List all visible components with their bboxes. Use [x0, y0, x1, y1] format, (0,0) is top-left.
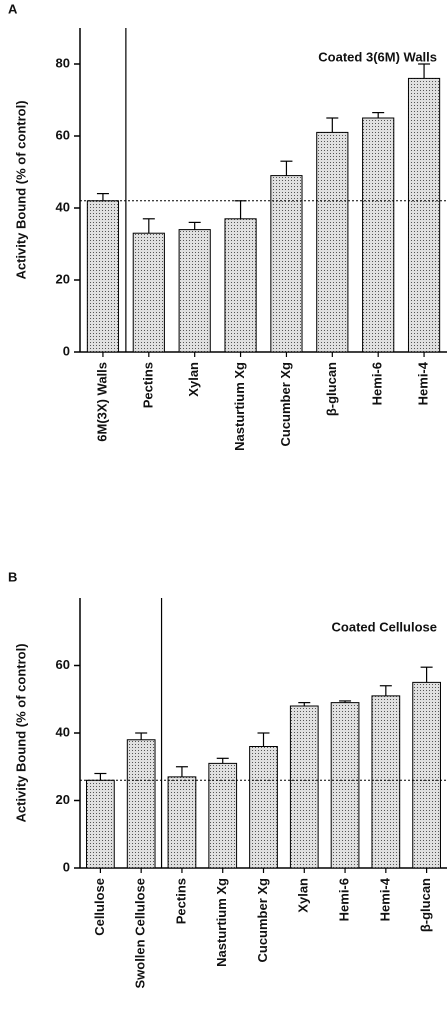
- bar: [407, 77, 441, 353]
- y-tick-label: 60: [56, 127, 70, 142]
- x-tick-label: Cellulose: [92, 878, 107, 936]
- bar: [178, 229, 211, 353]
- bar: [316, 131, 349, 353]
- bar: [208, 762, 238, 869]
- bar: [249, 746, 278, 869]
- y-tick-label: 20: [56, 792, 70, 807]
- y-tick-label: 0: [63, 859, 70, 874]
- x-tick-label: 6M(3X) Walls: [94, 362, 109, 442]
- x-tick-label: Xylan: [296, 878, 311, 913]
- x-tick-label: Pectins: [140, 362, 155, 408]
- bar: [412, 681, 441, 869]
- bar: [270, 175, 303, 353]
- bar: [132, 232, 165, 353]
- x-tick-label: Nasturtium Xg: [214, 878, 229, 967]
- bar: [126, 739, 156, 869]
- x-tick-label: Cucumber Xg: [255, 878, 270, 963]
- panel-label: A: [8, 1, 18, 16]
- bar: [362, 117, 395, 353]
- bar: [86, 779, 115, 869]
- y-tick-label: 40: [56, 724, 70, 739]
- bar: [330, 702, 360, 869]
- y-tick-label: 80: [56, 55, 70, 70]
- y-tick-label: 60: [56, 657, 70, 672]
- bar: [167, 776, 197, 869]
- panel-label: B: [8, 569, 17, 584]
- chart-title: Coated Cellulose: [332, 619, 437, 634]
- x-tick-label: Hemi-4: [377, 877, 392, 921]
- y-tick-label: 20: [56, 271, 70, 286]
- y-tick-label: 40: [56, 199, 70, 214]
- x-tick-label: Hemi-6: [370, 362, 385, 405]
- x-tick-label: Cucumber Xg: [278, 362, 293, 447]
- x-tick-label: Hemi-4: [416, 361, 431, 405]
- bar: [289, 705, 319, 869]
- x-tick-label: Hemi-6: [336, 878, 351, 921]
- y-axis-label: Activity Bound (% of control): [13, 100, 28, 279]
- chart-title: Coated 3(6M) Walls: [318, 49, 437, 64]
- bar: [371, 695, 401, 869]
- y-tick-label: 0: [63, 343, 70, 358]
- y-axis-label: Activity Bound (% of control): [13, 643, 28, 822]
- bar: [224, 218, 257, 353]
- x-tick-label: Xylan: [186, 362, 201, 397]
- x-tick-label: Swollen Cellulose: [133, 878, 148, 989]
- x-tick-label: Pectins: [173, 878, 188, 924]
- x-tick-label: Nasturtium Xg: [232, 362, 247, 451]
- bar: [86, 200, 120, 353]
- x-tick-label: β-glucan: [418, 878, 433, 932]
- x-tick-label: β-glucan: [324, 362, 339, 416]
